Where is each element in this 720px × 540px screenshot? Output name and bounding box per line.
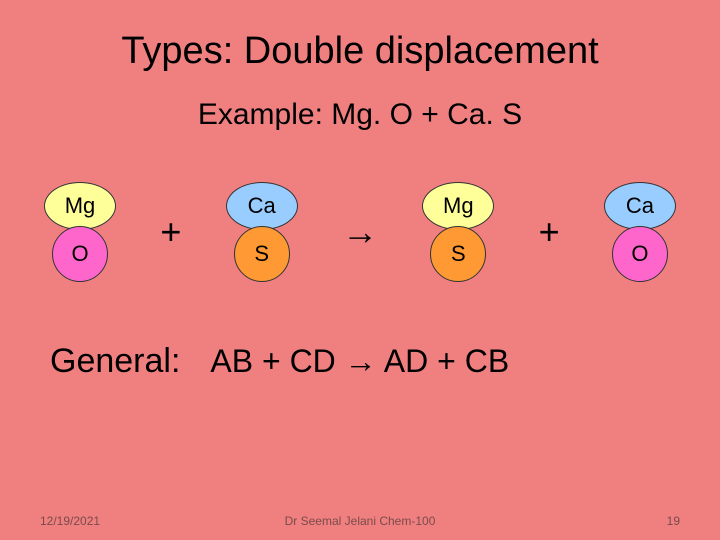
slide-footer: 12/19/2021 Dr Seemal Jelani Chem-100 19 (40, 514, 680, 528)
slide-title: Types: Double displacement (40, 30, 680, 73)
slide: Types: Double displacement Example: Mg. … (0, 0, 720, 540)
atom-label: Ca (248, 193, 276, 219)
slide-subtitle: Example: Mg. O + Ca. S (40, 98, 680, 132)
general-equation: AB + CD → AD + CB (210, 343, 509, 380)
product-1: Mg S (422, 182, 494, 282)
product-2: Ca O (604, 182, 676, 282)
general-equation-row: General: AB + CD → AD + CB (40, 342, 680, 381)
plus-operator: + (539, 211, 560, 253)
atom-label: Ca (626, 193, 654, 219)
general-label: General: (50, 342, 180, 381)
reaction-diagram: Mg O + Ca S → Mg S + (40, 182, 680, 282)
atom-label: O (631, 241, 648, 267)
arrow-operator: → (342, 211, 378, 253)
atom-ca: Ca (604, 182, 676, 230)
atom-mg: Mg (44, 182, 116, 230)
atom-o: O (612, 226, 668, 282)
atom-ca: Ca (226, 182, 298, 230)
atom-label: Mg (443, 193, 474, 219)
plus-operator: + (160, 211, 181, 253)
reactant-1: Mg O (44, 182, 116, 282)
atom-label: Mg (65, 193, 96, 219)
atom-s: S (234, 226, 290, 282)
atom-o: O (52, 226, 108, 282)
atom-label: S (451, 241, 466, 267)
footer-page-number: 19 (667, 514, 680, 528)
footer-author-course: Dr Seemal Jelani Chem-100 (285, 514, 436, 528)
footer-date: 12/19/2021 (40, 514, 100, 528)
atom-s: S (430, 226, 486, 282)
atom-label: O (71, 241, 88, 267)
reactant-2: Ca S (226, 182, 298, 282)
atom-label: S (254, 241, 269, 267)
atom-mg: Mg (422, 182, 494, 230)
